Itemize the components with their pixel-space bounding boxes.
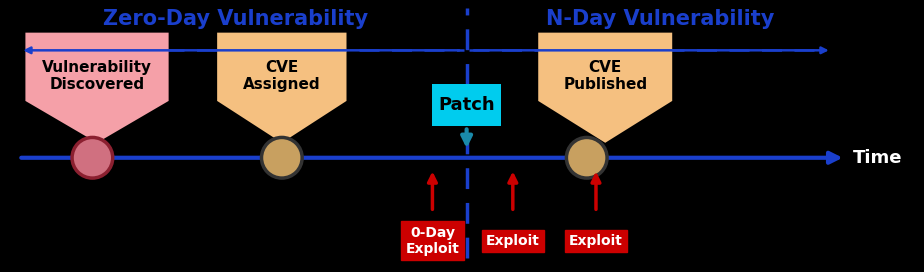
Polygon shape bbox=[217, 33, 346, 143]
Text: Vulnerability
Discovered: Vulnerability Discovered bbox=[42, 60, 152, 92]
Text: CVE
Assigned: CVE Assigned bbox=[243, 60, 321, 92]
Text: Time: Time bbox=[853, 149, 903, 167]
Polygon shape bbox=[538, 33, 673, 143]
Text: N-Day Vulnerability: N-Day Vulnerability bbox=[546, 9, 775, 29]
Text: Exploit: Exploit bbox=[486, 234, 540, 248]
FancyBboxPatch shape bbox=[432, 84, 501, 126]
Ellipse shape bbox=[72, 137, 113, 178]
Text: Patch: Patch bbox=[438, 96, 495, 114]
Ellipse shape bbox=[261, 137, 302, 178]
Text: CVE
Published: CVE Published bbox=[563, 60, 648, 92]
Polygon shape bbox=[25, 33, 168, 143]
Text: Zero-Day Vulnerability: Zero-Day Vulnerability bbox=[103, 9, 368, 29]
Text: 0-Day
Exploit: 0-Day Exploit bbox=[406, 225, 459, 256]
Ellipse shape bbox=[566, 137, 607, 178]
Text: Exploit: Exploit bbox=[569, 234, 623, 248]
